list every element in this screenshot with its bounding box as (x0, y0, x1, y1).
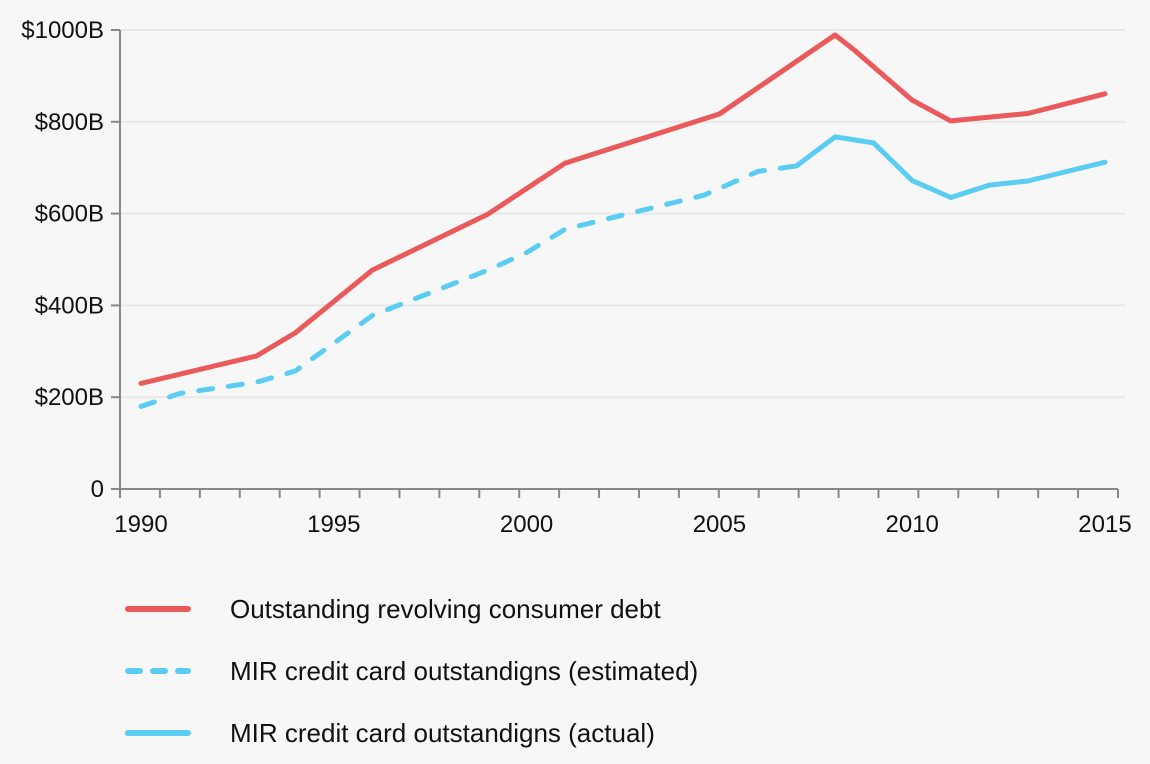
x-tick-label: 2000 (500, 511, 553, 538)
axes (111, 30, 1118, 490)
legend-item-mir-estimated[interactable]: MIR credit card outstandigns (estimated) (122, 640, 698, 702)
series-mir-estimated-line (138, 163, 799, 409)
series-mir-actual-line (794, 134, 1108, 200)
legend-item-revolving-debt[interactable]: Outstanding revolving consumer debt (122, 578, 698, 640)
line-chart: 0 $200B $400B $600B $800B $1000B 1990 1995 2000… (21, 17, 1132, 538)
legend-swatch-solid-red (125, 606, 191, 612)
y-tick-label: $400B (35, 292, 104, 319)
x-tick-label: 1990 (114, 511, 167, 538)
y-axis-ticks: 0 $200B $400B $600B $800B $1000B (21, 17, 120, 503)
y-tick-label: $200B (35, 384, 104, 411)
legend: Outstanding revolving consumer debt MIR … (122, 578, 698, 764)
x-tick-label: 2015 (1078, 511, 1131, 538)
x-tick-label: 1995 (307, 511, 360, 538)
series-lines (138, 32, 1108, 409)
series-revolving-debt-line (138, 32, 1108, 386)
y-tick-label: $1000B (21, 17, 104, 44)
legend-label: Outstanding revolving consumer debt (230, 594, 661, 624)
y-tick-label: 0 (91, 476, 104, 503)
x-axis-ticks: 1990 1995 2000 2005 2010 2015 (114, 489, 1132, 538)
x-tick-label: 2005 (693, 511, 746, 538)
legend-label: MIR credit card outstandigns (actual) (230, 718, 655, 748)
legend-label: MIR credit card outstandigns (estimated) (230, 656, 699, 686)
y-tick-label: $600B (35, 201, 104, 228)
legend-item-mir-actual[interactable]: MIR credit card outstandigns (actual) (122, 702, 698, 764)
legend-swatch-dashed-blue (125, 668, 191, 674)
x-tick-label: 2010 (886, 511, 939, 538)
y-tick-label: $800B (35, 109, 104, 136)
legend-swatch-solid-blue (125, 730, 191, 736)
